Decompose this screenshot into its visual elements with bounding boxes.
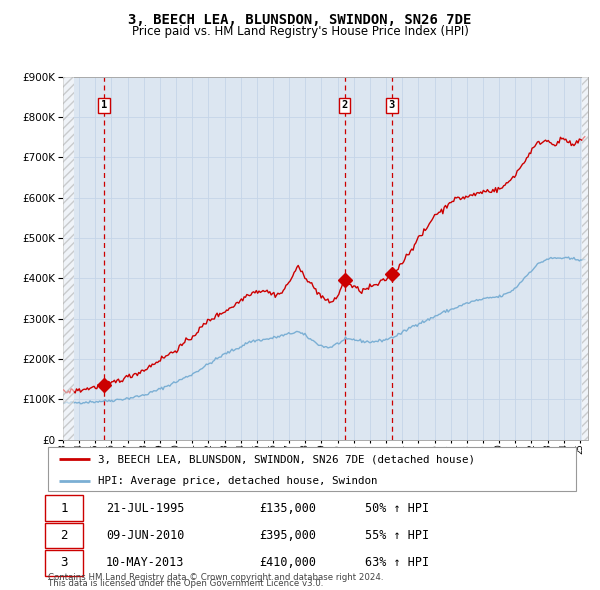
Text: 1: 1 <box>61 502 68 514</box>
FancyBboxPatch shape <box>46 523 83 548</box>
Text: £410,000: £410,000 <box>259 556 316 569</box>
FancyBboxPatch shape <box>46 495 83 521</box>
Text: 1: 1 <box>101 100 107 110</box>
Text: 3, BEECH LEA, BLUNSDON, SWINDON, SN26 7DE (detached house): 3, BEECH LEA, BLUNSDON, SWINDON, SN26 7D… <box>98 454 475 464</box>
Text: 50% ↑ HPI: 50% ↑ HPI <box>365 502 429 514</box>
Text: 3: 3 <box>389 100 395 110</box>
FancyBboxPatch shape <box>48 447 576 491</box>
Text: £395,000: £395,000 <box>259 529 316 542</box>
Text: This data is licensed under the Open Government Licence v3.0.: This data is licensed under the Open Gov… <box>48 579 323 588</box>
Text: 10-MAY-2013: 10-MAY-2013 <box>106 556 184 569</box>
Text: HPI: Average price, detached house, Swindon: HPI: Average price, detached house, Swin… <box>98 476 377 486</box>
Bar <box>581 77 588 440</box>
Text: 2: 2 <box>341 100 348 110</box>
Text: 09-JUN-2010: 09-JUN-2010 <box>106 529 184 542</box>
Text: 2: 2 <box>61 529 68 542</box>
Text: Price paid vs. HM Land Registry's House Price Index (HPI): Price paid vs. HM Land Registry's House … <box>131 25 469 38</box>
Text: 3: 3 <box>61 556 68 569</box>
Text: £135,000: £135,000 <box>259 502 316 514</box>
Text: 63% ↑ HPI: 63% ↑ HPI <box>365 556 429 569</box>
Text: 3, BEECH LEA, BLUNSDON, SWINDON, SN26 7DE: 3, BEECH LEA, BLUNSDON, SWINDON, SN26 7D… <box>128 13 472 27</box>
Text: 55% ↑ HPI: 55% ↑ HPI <box>365 529 429 542</box>
Text: 21-JUL-1995: 21-JUL-1995 <box>106 502 184 514</box>
FancyBboxPatch shape <box>46 550 83 576</box>
Text: Contains HM Land Registry data © Crown copyright and database right 2024.: Contains HM Land Registry data © Crown c… <box>48 573 383 582</box>
Bar <box>63 77 74 440</box>
